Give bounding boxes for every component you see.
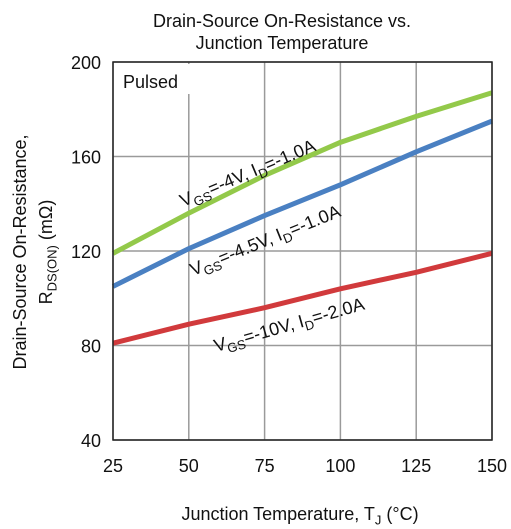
annotation: Pulsed — [123, 72, 178, 92]
y-axis-label: Drain-Source On-Resistance, — [10, 134, 30, 369]
x-tick-label: 100 — [325, 456, 355, 476]
series-label-part: =-2.0A — [310, 294, 367, 328]
series-label-part: =-10V, I — [241, 311, 306, 347]
y-axis-label-part: R — [36, 291, 56, 304]
x-tick-label: 50 — [179, 456, 199, 476]
series-line — [111, 90, 493, 256]
y-axis-label: RDS(ON) (mΩ) — [36, 200, 60, 305]
plot-frame — [112, 61, 493, 441]
chart-title: Drain-Source On-Resistance vs. — [153, 11, 411, 31]
x-axis-label-part: J — [375, 513, 381, 528]
x-tick-label: 75 — [255, 456, 275, 476]
series-label-part: GS — [225, 336, 247, 356]
y-tick-label: 160 — [71, 148, 101, 168]
y-axis-label-part: DS(ON) — [45, 245, 60, 291]
annotation-box — [115, 64, 195, 94]
x-tick-label: 25 — [103, 456, 123, 476]
y-axis-label-part: (mΩ) — [36, 200, 56, 245]
series-label-part: GS — [201, 257, 224, 278]
series-label-part: D — [303, 317, 316, 334]
series-line — [111, 118, 493, 289]
series-line — [112, 250, 493, 346]
y-tick-label: 40 — [81, 431, 101, 451]
x-axis-label-part: (°C) — [381, 504, 418, 524]
x-tick-label: 125 — [401, 456, 431, 476]
x-axis-label-part: Junction Temperature, T — [181, 504, 374, 524]
chart-title: Junction Temperature — [196, 33, 369, 53]
y-tick-label: 120 — [71, 242, 101, 262]
series-label-part: =-1.0A — [261, 135, 318, 174]
x-axis-label: Junction Temperature, TJ (°C) — [181, 504, 418, 528]
y-tick-label: 200 — [71, 53, 101, 73]
series-label-part: GS — [191, 188, 214, 209]
series-label-part: V — [212, 333, 229, 356]
y-tick-label: 80 — [81, 337, 101, 357]
series-label-part: =-1.0A — [286, 201, 343, 240]
x-tick-label: 150 — [477, 456, 507, 476]
